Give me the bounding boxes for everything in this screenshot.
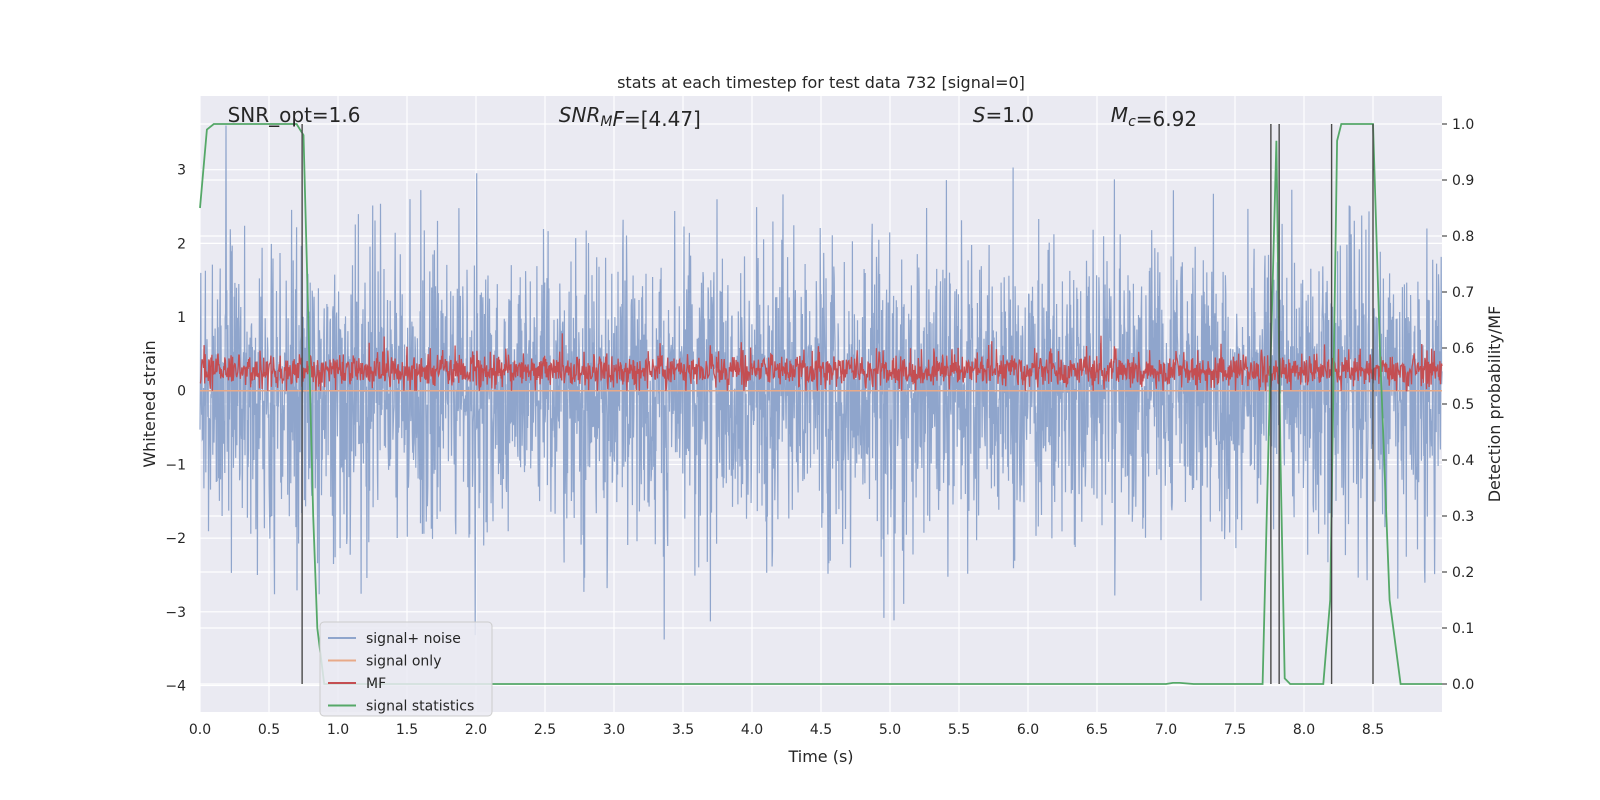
y-right-tick-label: 0.7 bbox=[1452, 285, 1474, 301]
annotations: SNR_opt=1.6 SNRMF=[4.47] S=1.0 Mc=6.92 bbox=[228, 103, 1197, 131]
x-tick-label: 5.5 bbox=[948, 722, 970, 738]
annotation-text: S=1.0 bbox=[973, 103, 1034, 127]
y-right-tick-label: 0.5 bbox=[1452, 397, 1474, 413]
y-right-tick-label: 0.6 bbox=[1452, 341, 1474, 357]
y-tick-label: 1 bbox=[177, 310, 186, 326]
legend-label: signal+ noise bbox=[366, 631, 461, 647]
legend-label: signal only bbox=[366, 654, 441, 670]
y-tick-label: 3 bbox=[177, 163, 186, 179]
annotation-text: SNRMF=[4.47] bbox=[559, 103, 701, 131]
y-right-tick-label: 0.3 bbox=[1452, 509, 1474, 525]
x-tick-label: 4.5 bbox=[810, 722, 832, 738]
y-tick-label: −3 bbox=[165, 605, 186, 621]
series-signal-statistics bbox=[199, 123, 1442, 685]
legend-label: signal statistics bbox=[366, 699, 474, 715]
y-tick-label: −4 bbox=[165, 678, 186, 694]
y-tick-label: 0 bbox=[177, 384, 186, 400]
x-tick-label: 2.5 bbox=[534, 722, 556, 738]
y-right-tick-label: 0.8 bbox=[1452, 229, 1474, 245]
y-right-tick-label: 1.0 bbox=[1452, 117, 1474, 133]
x-tick-label: 8.5 bbox=[1362, 722, 1384, 738]
x-tick-label: 7.0 bbox=[1155, 722, 1177, 738]
legend-box bbox=[319, 621, 493, 717]
vertical-markers bbox=[301, 124, 1374, 684]
annotation-text: Mc=6.92 bbox=[1111, 103, 1197, 131]
x-tick-label: 5.0 bbox=[879, 722, 901, 738]
y-right-tick-label: 0.9 bbox=[1452, 173, 1474, 189]
annotation-text: SNR_opt=1.6 bbox=[228, 103, 361, 127]
y-right-tick-label: 0.1 bbox=[1452, 621, 1474, 637]
x-tick-label: 2.0 bbox=[465, 722, 487, 738]
y-right-tick-label: 0.0 bbox=[1452, 677, 1474, 693]
x-tick-label: 3.5 bbox=[672, 722, 694, 738]
series-mf bbox=[199, 333, 1443, 392]
x-tick-label: 7.5 bbox=[1224, 722, 1246, 738]
x-tick-label: 4.0 bbox=[741, 722, 763, 738]
x-tick-label: 6.5 bbox=[1086, 722, 1108, 738]
x-tick-label: 1.5 bbox=[396, 722, 418, 738]
y-tick-label: −1 bbox=[165, 457, 186, 473]
y-axis-label: Whitened strain bbox=[140, 340, 159, 467]
tick-labels: 0.0 0.5 1.0 1.5 2.0 2.5 3.0 3.5 4.0 4.5 5.0 5.5 6.0 6… bbox=[165, 117, 1474, 738]
y-right-tick-label: 0.2 bbox=[1452, 565, 1474, 581]
x-tick-label: 8.0 bbox=[1293, 722, 1315, 738]
series-layer bbox=[199, 123, 1443, 685]
legend: signal+ noise signal only MF signal statist… bbox=[319, 621, 493, 717]
y-tick-label: −2 bbox=[165, 531, 186, 547]
x-tick-label: 6.0 bbox=[1017, 722, 1039, 738]
chart-title: stats at each timestep for test data 732… bbox=[617, 73, 1025, 92]
y-axis-label-right: Detection probability/MF bbox=[1485, 306, 1504, 503]
x-tick-label: 0.5 bbox=[258, 722, 280, 738]
x-tick-label: 3.0 bbox=[603, 722, 625, 738]
y-right-tick-label: 0.4 bbox=[1452, 453, 1474, 469]
y-tick-label: 2 bbox=[177, 236, 186, 252]
x-tick-label: 1.0 bbox=[327, 722, 349, 738]
x-tick-label: 0.0 bbox=[189, 722, 211, 738]
legend-label: MF bbox=[366, 676, 386, 692]
x-axis-label: Time (s) bbox=[787, 747, 853, 766]
